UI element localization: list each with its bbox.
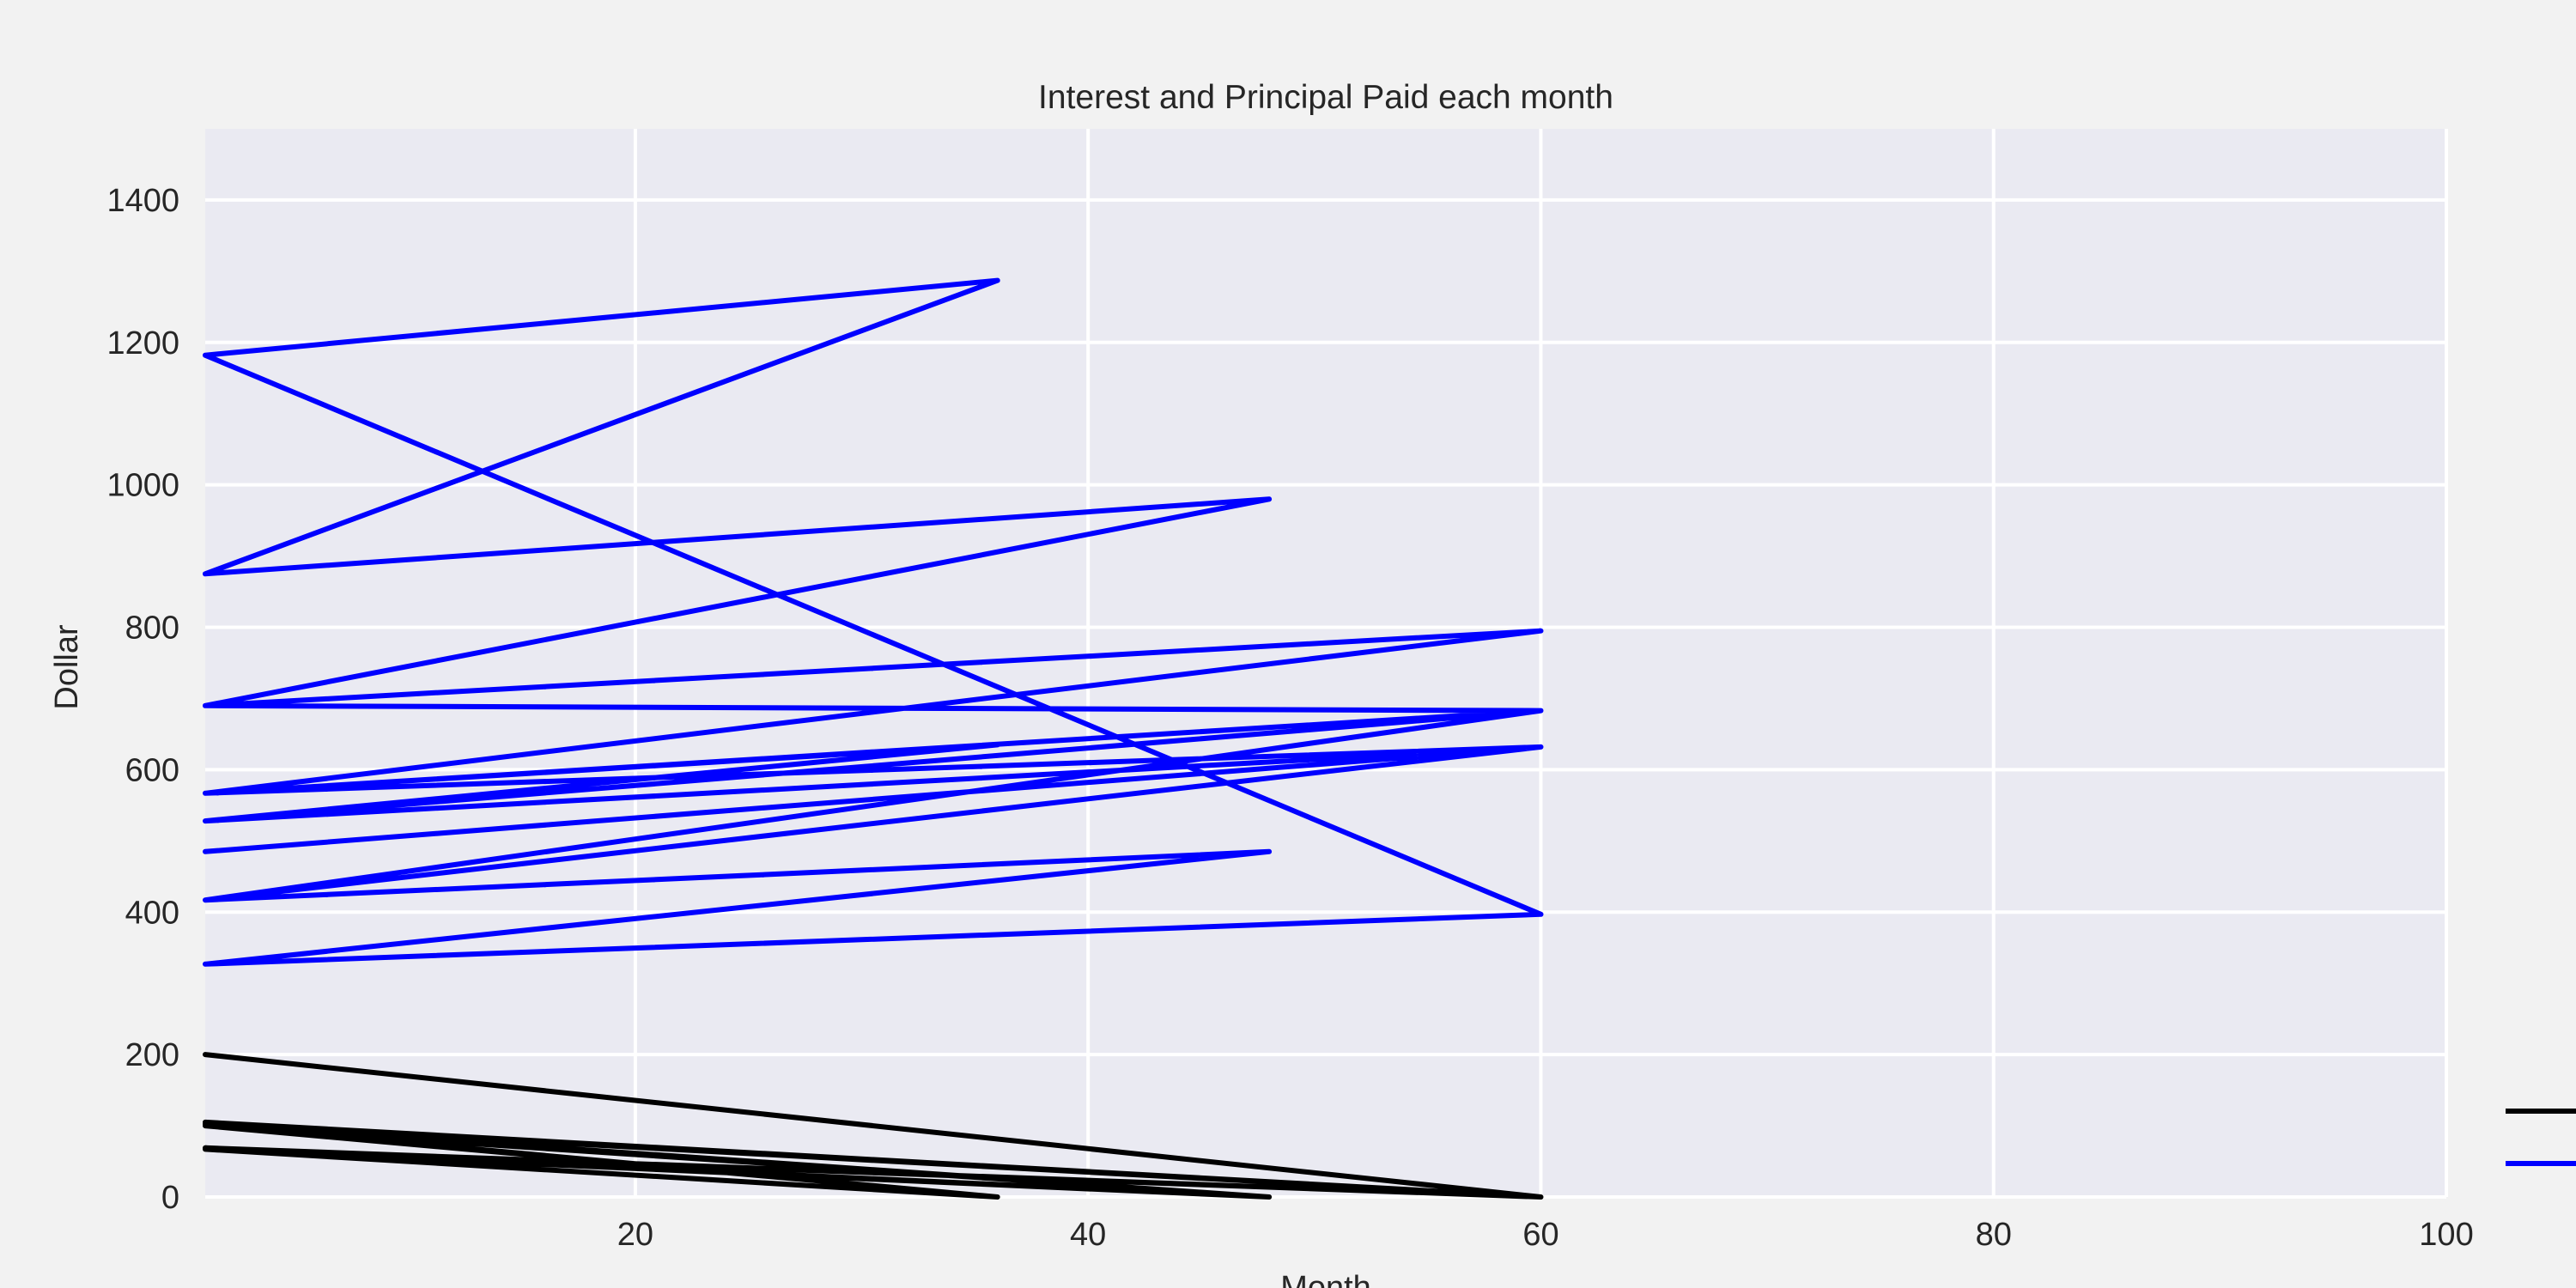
grid-lines <box>205 129 2448 1199</box>
legend <box>2506 1109 2576 1166</box>
x-tick-label: 40 <box>1070 1217 1106 1253</box>
y-axis-title: Dollar <box>49 624 85 710</box>
x-axis-title: Month <box>1280 1270 1371 1288</box>
x-tick-label: 100 <box>2419 1217 2473 1253</box>
y-tick-label: 400 <box>125 895 179 931</box>
x-tick-label: 80 <box>1976 1217 2012 1253</box>
y-tick-label: 1000 <box>106 468 179 504</box>
series-line-1 <box>203 277 1544 967</box>
plot-area <box>205 129 2446 1197</box>
chart-title: Interest and Principal Paid each month <box>1038 79 1613 116</box>
series-line-0 <box>203 1052 1544 1200</box>
y-tick-label: 200 <box>125 1037 179 1073</box>
x-tick-label: 20 <box>617 1217 653 1253</box>
y-tick-label: 1400 <box>106 183 179 219</box>
tick-labels: 0 200 400 600 800 1000 1200 1400 20 40 60 80 100 <box>106 183 2473 1253</box>
series-layer <box>203 277 1544 1200</box>
y-tick-label: 600 <box>125 752 179 788</box>
x-tick-label: 60 <box>1522 1217 1558 1253</box>
y-tick-label: 1200 <box>106 325 179 361</box>
y-tick-label: 0 <box>161 1180 179 1216</box>
y-tick-label: 800 <box>125 611 179 647</box>
